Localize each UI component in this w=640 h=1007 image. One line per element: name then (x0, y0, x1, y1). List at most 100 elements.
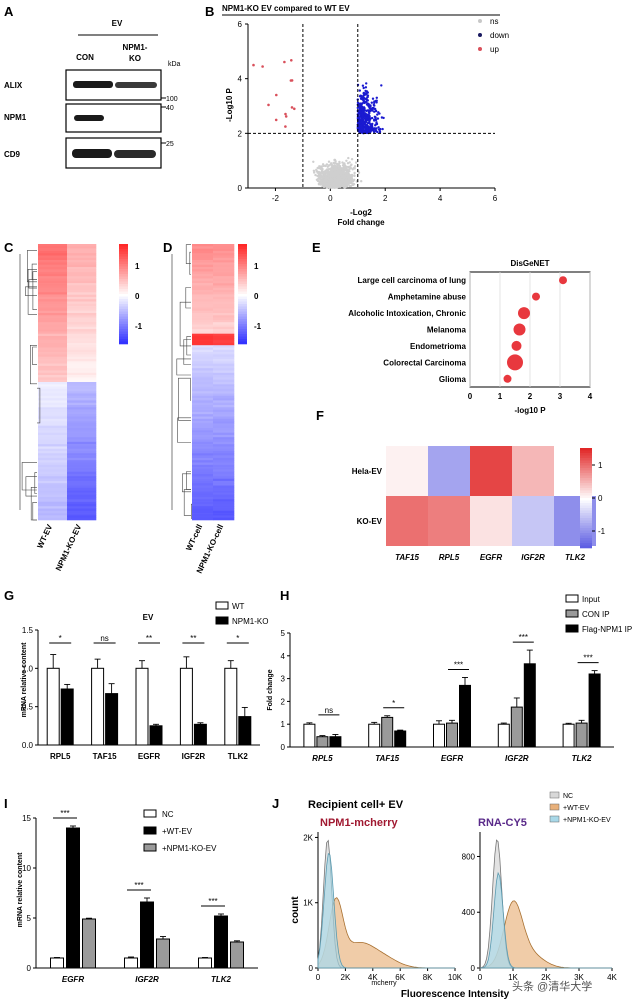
volcano-title: NPM1-KO EV compared to WT EV (222, 4, 350, 13)
heatmap-f-cell (386, 446, 428, 496)
colorbar-segment (238, 312, 247, 315)
colorbar-segment (238, 277, 247, 280)
colorbar-segment (238, 322, 247, 325)
panel-h-barchart: H Fold change 012345RPL5nsTAF15*EGFR***I… (267, 588, 632, 763)
colorbar-segment (119, 339, 128, 342)
heatmap-cell (38, 384, 67, 387)
colorbar-segment (238, 289, 247, 292)
colorbar-f-segment (580, 528, 592, 531)
dendrogram-branch (184, 340, 191, 365)
heatmap-cell (192, 444, 213, 447)
heatmap-cell (38, 446, 67, 449)
heatmap-cell (67, 256, 96, 259)
panel-i-barchart: I mRNA relative content 051015EGFR***IGF… (4, 796, 258, 984)
colorbar-label: -1 (254, 322, 262, 331)
volcano-point (275, 119, 278, 122)
heatmap-cell (38, 377, 67, 380)
heatmap-cell (38, 320, 67, 323)
heatmap-cell (67, 267, 96, 270)
volcano-point (334, 159, 336, 161)
heatmap-cell (192, 327, 213, 330)
heatmap-cell (67, 403, 96, 406)
heatmap-f-cell (470, 446, 512, 496)
bar (141, 902, 154, 968)
flow-y-tick-label: 400 (462, 908, 476, 917)
heatmap-cell (213, 334, 234, 337)
volcano-point (355, 161, 357, 163)
heatmap-cell (192, 435, 213, 438)
colorbar-segment (238, 299, 247, 302)
heatmap-cell (213, 258, 234, 261)
flow-y-tick-label: 2K (303, 833, 313, 842)
heatmap-cell (213, 398, 234, 401)
colorbar-segment (119, 259, 128, 262)
volcano-point (360, 121, 362, 123)
volcano-point (345, 183, 347, 185)
volcano-point (326, 180, 328, 182)
heatmap-cell (38, 382, 67, 385)
volcano-point (325, 177, 327, 179)
heatmap-cell (67, 433, 96, 436)
heatmap-cell (213, 285, 234, 288)
volcano-point (380, 84, 382, 86)
heatmap-cell (38, 421, 67, 424)
band-cd9-ko (114, 150, 156, 158)
volcano-point (374, 116, 376, 118)
colorbar-segment (119, 317, 128, 320)
heatmap-cell (192, 518, 213, 521)
heatmap-cell (192, 313, 213, 316)
heatmap-cell (192, 398, 213, 401)
bar (136, 668, 148, 745)
heatmap-cell (213, 513, 234, 516)
heatmap-cell (38, 460, 67, 463)
band-npm1-con (74, 115, 104, 121)
volcano-point (321, 177, 323, 179)
volcano-point (336, 171, 338, 173)
heatmap-f-col-label: TLK2 (565, 553, 586, 562)
heatmap-cell (67, 421, 96, 424)
colorbar-segment (119, 307, 128, 310)
significance-label: *** (208, 897, 217, 906)
heatmap-cell (213, 451, 234, 454)
heatmap-cell (192, 354, 213, 357)
heatmap-cell (213, 329, 234, 332)
volcano-point (376, 113, 378, 115)
heatmap-cell (67, 302, 96, 305)
heatmap-cell (38, 341, 67, 344)
heatmap-cell (213, 276, 234, 279)
heatmap-cell (192, 304, 213, 307)
dotplot-term-label: Melanoma (427, 326, 467, 335)
volcano-point (370, 129, 372, 131)
heatmap-cell (192, 331, 213, 334)
heatmap-cell (67, 419, 96, 422)
bar (51, 958, 64, 968)
colorbar-f-segment (580, 523, 592, 526)
panel-j-flow: J Recipient cell+ EV NPM1-mcherry RNA-CY… (272, 792, 618, 1000)
heatmap-cell (213, 380, 234, 383)
heatmap-cell (38, 258, 67, 261)
colorbar-f-label: 0 (598, 494, 603, 503)
heatmap-cell (213, 311, 234, 314)
heatmap-cell (67, 279, 96, 282)
flow-x-tick-label: 10K (448, 973, 463, 982)
heatmap-cell (67, 246, 96, 249)
heatmap-cell (213, 467, 234, 470)
significance-label: ns (325, 706, 333, 715)
dendrogram-branch (191, 504, 192, 518)
heatmap-f-col-label: IGF2R (521, 553, 545, 562)
bar (563, 724, 574, 747)
panel-label-i: I (4, 796, 8, 811)
lane-label-con: CON (76, 53, 94, 62)
heatmap-cell (213, 421, 234, 424)
heatmap-cell (38, 283, 67, 286)
heatmap-cell (192, 391, 213, 394)
heatmap-cell (192, 361, 213, 364)
heatmap-cell (67, 458, 96, 461)
lane-label-ko-2: KO (129, 54, 141, 63)
heatmap-cell (67, 384, 96, 387)
volcano-point (291, 106, 294, 109)
heatmap-cell (192, 451, 213, 454)
heatmap-cell (67, 467, 96, 470)
heatmap-cell (213, 274, 234, 277)
